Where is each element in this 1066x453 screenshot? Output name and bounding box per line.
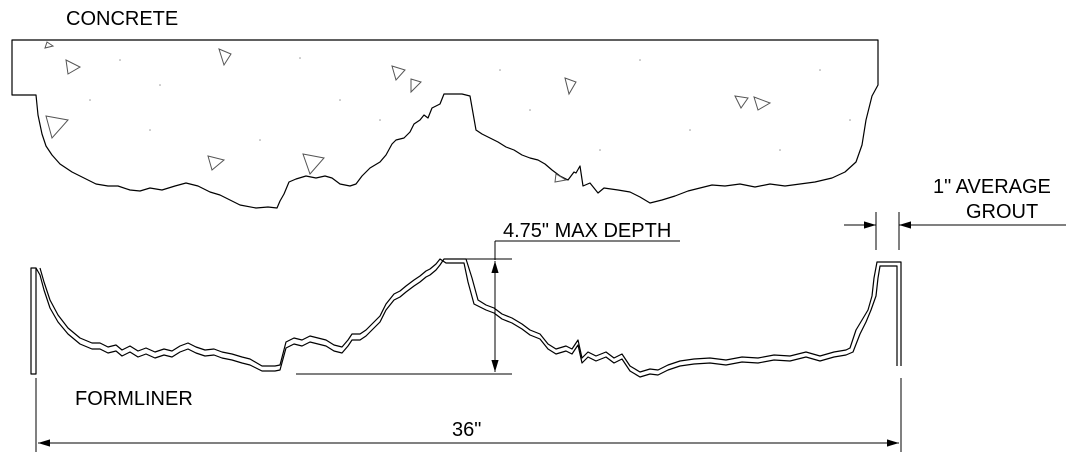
formliner-section [30,258,902,378]
aggregate-12 [554,173,568,183]
max-depth-label: 4.75" MAX DEPTH [503,220,671,242]
width-dimension [35,378,902,452]
sand-specks [89,57,851,151]
formliner-profile-outer [35,258,902,373]
concrete-label: CONCRETE [66,8,178,30]
aggregate-6 [45,115,69,140]
aggregate-11 [753,96,772,111]
max-depth-dimension [296,240,680,375]
concrete-outline [11,39,879,209]
aggregate-7 [207,155,226,171]
aggregate-1 [44,41,55,49]
aggregate-4 [391,65,406,82]
formliner-left-flange [30,267,37,375]
formliner-label: FORMLINER [75,388,193,410]
aggregate-10 [734,95,749,109]
grout-label-line1: 1" AVERAGE [933,176,1051,198]
aggregate-3 [218,48,232,67]
formliner-profile-inner [39,258,898,378]
aggregate-8 [302,153,325,175]
grout-dimension [844,212,1066,250]
aggregate-9 [564,77,577,96]
aggregate-2 [65,59,82,75]
grout-label-line2: GROUT [966,201,1038,223]
width-label: 36" [452,419,481,441]
concrete-section [11,39,879,209]
aggregate-5 [410,78,422,94]
